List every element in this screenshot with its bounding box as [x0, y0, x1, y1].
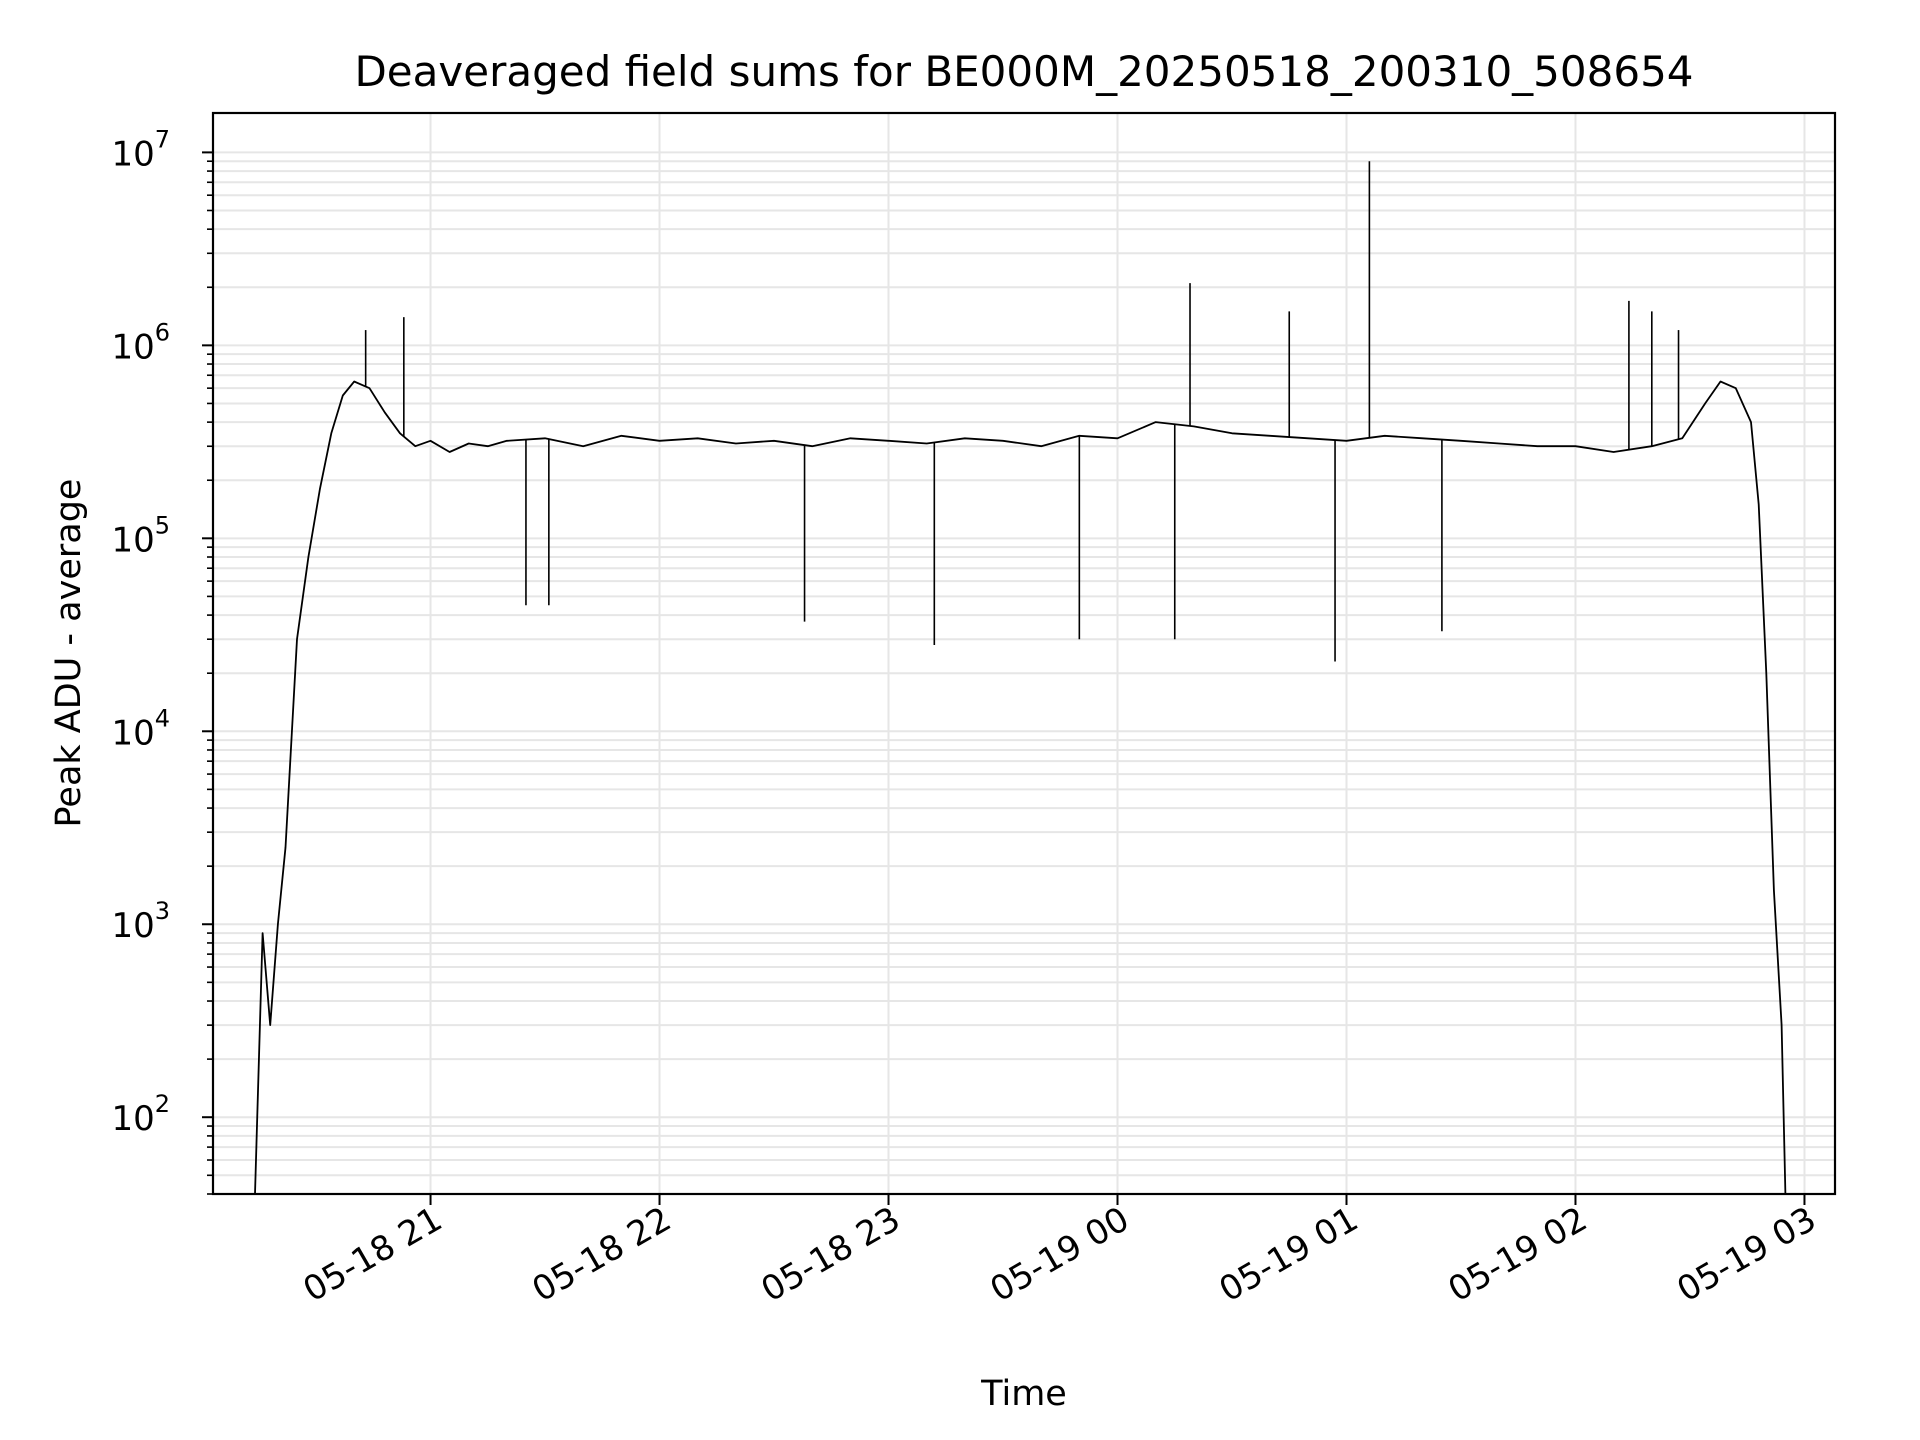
y-axis-label: Peak ADU - average [49, 479, 89, 828]
y-tick-label: 104 [111, 704, 170, 753]
y-tick-label: 107 [111, 125, 170, 174]
plot-frame [211, 111, 1837, 1196]
chart-title: Deaveraged field sums for BE000M_2025051… [354, 47, 1693, 96]
y-tick-label: 106 [111, 318, 170, 367]
y-axis-ticks: 102 103 104 105 106 107 [111, 125, 213, 1195]
grid-minor [213, 160, 1835, 1195]
y-tick-label: 103 [111, 897, 170, 946]
series-line [254, 380, 1787, 1195]
series-layer [254, 161, 1787, 1195]
y-tick-label: 105 [111, 511, 170, 560]
y-tick-label: 102 [111, 1090, 170, 1139]
x-axis-label: Time [980, 1374, 1067, 1414]
grid-major [213, 113, 1835, 1194]
